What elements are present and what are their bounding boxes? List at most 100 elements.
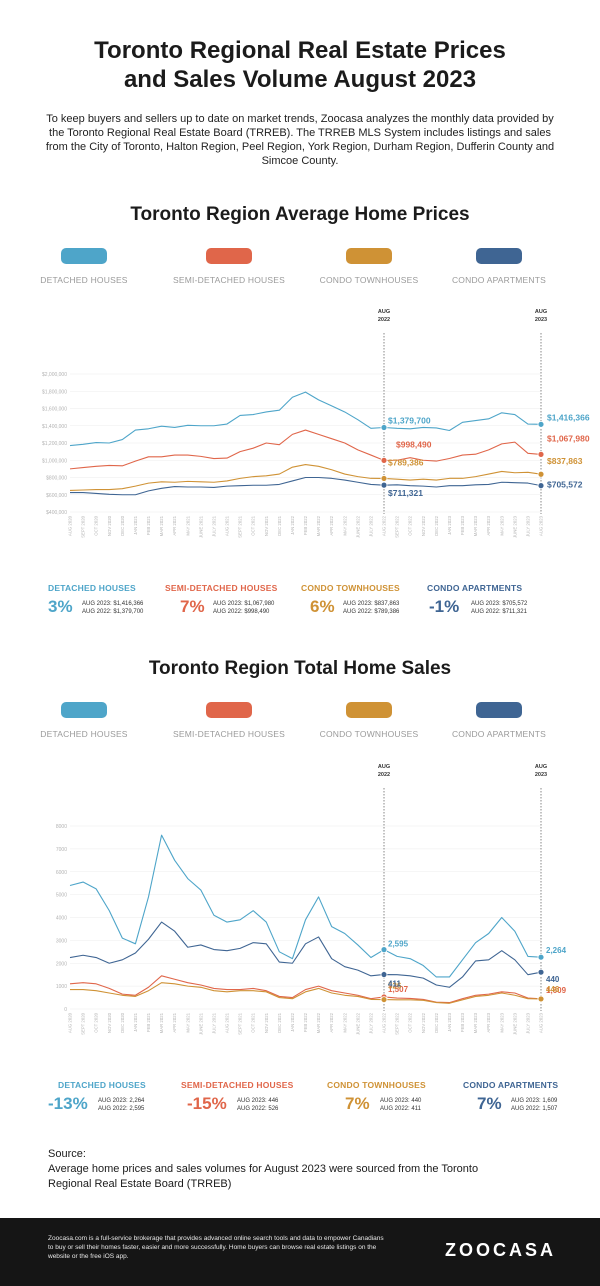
point-aug2023-condo_town <box>537 995 545 1003</box>
stat-aug2022: AUG 2022: 1,507 <box>511 1106 558 1112</box>
x-tick-label: NOV 2020 <box>107 515 112 536</box>
stat-aug2023: AUG 2023: 2,264 <box>98 1098 145 1104</box>
main-title-line1: Toronto Regional Real Estate Prices <box>94 37 506 64</box>
stat-name: CONDO TOWNHOUSES <box>327 1080 426 1090</box>
legend-swatch-condo-town <box>346 702 392 718</box>
x-tick-label: JUNE 2022 <box>355 515 360 538</box>
y-tick-label: $400,000 <box>46 510 67 516</box>
legend-label-condo-apt: CONDO APARTMENTS <box>451 729 547 739</box>
x-tick-label: AUG 2022 <box>382 515 387 536</box>
x-tick-label: APR 2023 <box>486 1012 491 1032</box>
x-tick-label: DEC 2021 <box>277 515 282 535</box>
stat-name: CONDO APARTMENTS <box>463 1080 559 1090</box>
stat-aug2022: AUG 2022: $711,321 <box>471 609 527 615</box>
legend-item-condo-apt: CONDO APARTMENTS <box>424 702 574 739</box>
x-tick-label: SEPT 2020 <box>81 1012 86 1035</box>
stat-name: DETACHED HOUSES <box>58 1080 146 1090</box>
legend-item-semi: SEMI-DETACHED HOUSES <box>154 702 304 739</box>
stat-percent: -13% <box>48 1094 88 1113</box>
data-label-aug2023-condo_apt: $705,572 <box>547 480 583 490</box>
data-label-aug2022-condo_apt: 411 <box>388 980 401 989</box>
legend-label-detached: DETACHED HOUSES <box>40 729 128 739</box>
sales-stat-detached: DETACHED HOUSES -13% AUG 2023: 2,264 AUG… <box>48 1080 188 1116</box>
intro-paragraph: To keep buyers and sellers up to date on… <box>45 113 555 167</box>
x-tick-label: SEPT 2022 <box>395 1012 400 1035</box>
y-tick-label: 7000 <box>56 847 67 853</box>
stat-aug2023: AUG 2023: 446 <box>237 1098 279 1104</box>
stat-name: CONDO APARTMENTS <box>427 583 523 593</box>
stat-percent: -1% <box>429 597 460 616</box>
x-tick-label: JAN 2023 <box>447 515 452 534</box>
series-line-condo_town <box>70 982 542 1004</box>
x-tick-label: NOV 2020 <box>107 1012 112 1033</box>
x-tick-label: AUG 2021 <box>225 1012 230 1033</box>
legend-item-detached: DETACHED HOUSES <box>9 248 159 285</box>
x-tick-label: APR 2022 <box>329 1012 334 1032</box>
x-tick-label: APR 2022 <box>329 515 334 535</box>
sales-legend: DETACHED HOUSES SEMI-DETACHED HOUSES CON… <box>0 702 600 752</box>
marker-label-month: AUG <box>378 309 390 315</box>
x-tick-label: AUG 2022 <box>382 1012 387 1033</box>
marker-label-year: 2023 <box>535 772 547 778</box>
legend-label-semi: SEMI-DETACHED HOUSES <box>173 275 285 285</box>
stat-percent: 7% <box>180 597 205 616</box>
source-text: Average home prices and sales volumes fo… <box>48 1163 479 1190</box>
stat-aug2023: AUG 2023: 1,609 <box>511 1098 558 1104</box>
point-aug2023-condo_town <box>537 470 545 478</box>
data-label-aug2023-semi: 1,609 <box>546 986 567 995</box>
data-label-aug2023-condo_town: 446 <box>546 985 560 994</box>
stat-name: SEMI-DETACHED HOUSES <box>181 1080 294 1090</box>
series-line-condo_town <box>69 464 542 491</box>
prices-line-chart: $400,000 $600,000 $800,000 $1,000,000 $1,200… <box>42 309 590 538</box>
marker-label-year: 2023 <box>535 317 547 323</box>
x-tick-label: JULY 2021 <box>211 1012 216 1033</box>
prices-stats: DETACHED HOUSES 3% AUG 2023: $1,416,366 … <box>0 583 600 623</box>
x-tick-label: AUG 2020 <box>68 515 73 536</box>
y-tick-label: $1,200,000 <box>42 441 67 447</box>
prices-stat-condo-apt: CONDO APARTMENTS -1% AUG 2023: $705,572 … <box>427 583 567 619</box>
x-tick-label: FEB 2021 <box>146 515 151 535</box>
sales-stat-condo-apt: CONDO APARTMENTS 7% AUG 2023: 1,609 AUG … <box>463 1080 600 1116</box>
x-tick-label: OCT 2021 <box>251 515 256 535</box>
point-aug2022-detached <box>380 946 388 954</box>
marker-label-month: AUG <box>535 764 547 770</box>
x-tick-label: SEPT 2021 <box>238 515 243 538</box>
x-tick-label: NOV 2021 <box>264 1012 269 1033</box>
data-label-aug2022-condo_town: $789,386 <box>388 457 424 467</box>
point-aug2023-condo_apt <box>537 968 545 976</box>
point-aug2023-condo_apt <box>537 482 545 490</box>
x-tick-label: MAY 2021 <box>185 1012 190 1032</box>
legend-label-condo-town: CONDO TOWNHOUSES <box>319 729 419 739</box>
x-tick-label: MAY 2023 <box>499 515 504 535</box>
zoocasa-logo: ZOOCASA <box>445 1240 556 1260</box>
stat-aug2022: AUG 2022: $998,490 <box>213 609 270 615</box>
y-tick-label: $1,400,000 <box>42 424 67 430</box>
data-label-aug2022-condo_apt: $711,321 <box>388 488 423 498</box>
x-tick-label: JUNE 2021 <box>198 1012 203 1035</box>
point-aug2023-detached <box>537 420 545 428</box>
stat-percent: 7% <box>477 1094 502 1113</box>
stat-aug2023: AUG 2023: $837,863 <box>343 601 400 607</box>
stat-percent: 3% <box>48 597 73 616</box>
stat-percent: 6% <box>310 597 335 616</box>
stat-aug2023: AUG 2023: $705,572 <box>471 601 528 607</box>
x-tick-label: OCT 2020 <box>94 515 99 535</box>
series-line-detached <box>69 391 542 447</box>
main-title-line2: and Sales Volume August 2023 <box>123 66 477 93</box>
x-tick-label: JULY 2023 <box>525 515 530 536</box>
main-title: Toronto Regional Real Estate Prices and … <box>0 36 600 94</box>
x-tick-label: JULY 2022 <box>368 515 373 536</box>
sales-section-title: Toronto Region Total Home Sales <box>148 658 452 679</box>
data-label-aug2022-detached: $1,379,700 <box>388 416 431 426</box>
x-tick-label: SEPT 2021 <box>238 1012 243 1035</box>
x-tick-label: JULY 2022 <box>368 1012 373 1033</box>
y-tick-label: 1000 <box>56 984 67 990</box>
data-label-aug2022-semi: $998,490 <box>396 439 432 449</box>
legend-swatch-condo-apt <box>476 248 522 264</box>
x-tick-label: OCT 2022 <box>408 1012 413 1032</box>
data-label-aug2023-condo_town: $837,863 <box>547 456 583 466</box>
x-tick-label: MAR 2021 <box>159 1012 164 1033</box>
x-tick-label: OCT 2020 <box>94 1012 99 1032</box>
data-label-aug2022-detached: 2,595 <box>388 940 409 949</box>
x-tick-label: AUG 2023 <box>539 1012 544 1033</box>
